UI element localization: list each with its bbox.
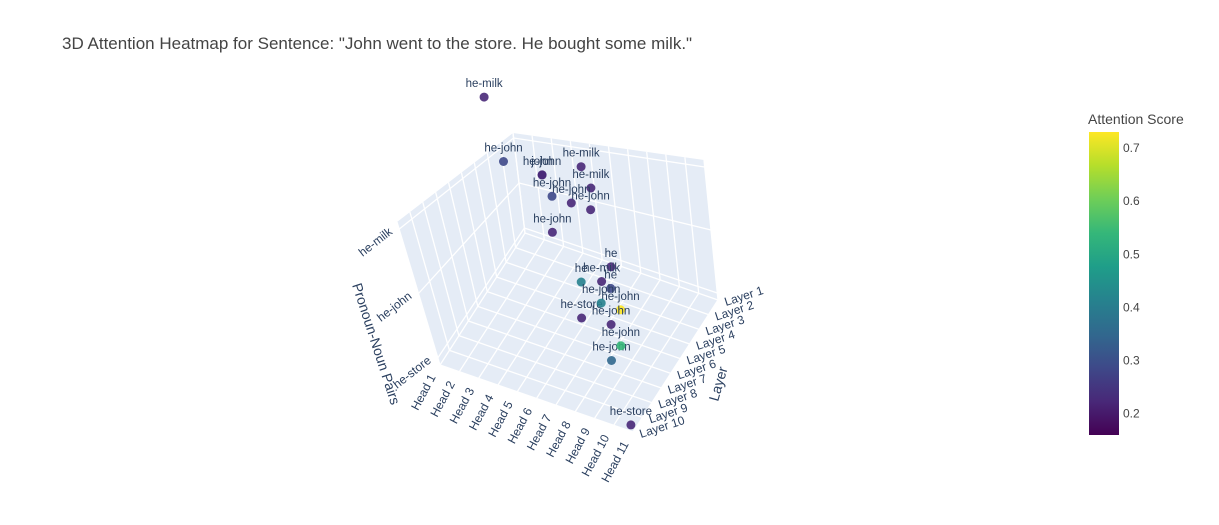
colorbar-gradient <box>1089 132 1119 435</box>
data-point-label: he-john <box>601 291 639 303</box>
data-point-label: he-milk <box>563 148 600 160</box>
data-point-label: he-john <box>602 327 640 339</box>
gridline-head <box>497 252 584 386</box>
gridline-head <box>613 292 700 426</box>
gridline-layer <box>496 276 690 345</box>
data-point <box>606 320 616 329</box>
gridline-pair-back <box>518 182 712 231</box>
data-point <box>576 162 586 172</box>
data-point-label: he-john <box>533 177 571 189</box>
gridline-head <box>555 272 642 406</box>
data-point-label: he-john <box>592 306 630 318</box>
data-point <box>626 420 636 430</box>
gridline-pair <box>437 227 525 359</box>
data-point-label: john <box>530 156 553 168</box>
data-point <box>606 283 616 293</box>
colorbar-tick: 0.6 <box>1123 194 1140 208</box>
data-point-label: he-john <box>523 156 561 168</box>
colorbar-title: Attention Score <box>1088 111 1184 127</box>
data-point-label: he-john <box>571 191 609 203</box>
gridline-layer <box>449 349 643 418</box>
data-point <box>537 170 547 180</box>
data-point-label: he <box>605 248 618 260</box>
data-point <box>597 277 607 286</box>
colorbar-tick: 0.4 <box>1123 300 1140 314</box>
colorbar-tick: 0.5 <box>1123 247 1140 261</box>
data-points: he-milkhe-milkhe-milkhe-johnhe-johnheheh… <box>466 78 652 430</box>
data-point <box>607 356 616 365</box>
data-point <box>586 205 596 215</box>
data-point <box>596 298 606 308</box>
data-point-label: he-milk <box>572 169 609 181</box>
data-point <box>479 92 489 102</box>
colorbar-tick: 0.7 <box>1123 141 1140 155</box>
data-point <box>616 305 625 315</box>
gridline-pair <box>398 137 515 230</box>
colorbar-tick: 0.3 <box>1123 354 1140 368</box>
z-tick-label: he-john <box>374 289 414 325</box>
data-point-label: he-john <box>484 143 522 155</box>
gridline-layer <box>515 247 709 316</box>
data-point-label: he-milk <box>583 263 620 275</box>
gridline-head <box>632 299 719 433</box>
gridline-pair <box>418 182 520 294</box>
gridline-head <box>439 232 526 366</box>
data-point-label: he <box>604 269 617 281</box>
data-point-label: he <box>575 263 588 275</box>
gridline-layer <box>439 364 634 433</box>
gridline-head <box>478 246 565 379</box>
gridline-head <box>593 286 680 419</box>
gridline-layer <box>505 261 700 330</box>
colorbar-tick: 0.2 <box>1123 407 1140 421</box>
gridline-pair-back <box>513 137 705 168</box>
gridline-layer <box>468 320 662 389</box>
data-point <box>577 313 587 323</box>
gridline-layer <box>477 305 671 374</box>
data-point-label: he-john <box>552 184 590 196</box>
data-point-label: he-milk <box>466 78 503 90</box>
data-point <box>606 262 616 272</box>
data-point <box>586 183 596 193</box>
chart-title: 3D Attention Heatmap for Sentence: "John… <box>62 34 693 53</box>
data-point-label: he-john <box>582 284 620 296</box>
data-point <box>547 191 557 201</box>
data-point <box>547 227 557 237</box>
data-point-label: he-store <box>610 406 652 418</box>
colorbar: Attention Score 0.2 0.3 0.4 0.5 0.6 0.7 <box>1088 111 1184 435</box>
left-wall <box>397 133 525 365</box>
gridline-layer <box>524 232 719 301</box>
data-point-label: he-store <box>561 299 603 311</box>
gridline-layer <box>458 335 653 404</box>
gridline-pair-back <box>524 227 718 294</box>
data-point <box>616 341 626 351</box>
data-point <box>499 157 508 166</box>
z-tick-label: he-milk <box>356 224 396 259</box>
data-point <box>566 198 576 208</box>
data-point-label: he-john <box>533 213 571 225</box>
data-point <box>576 277 586 287</box>
gridline-head <box>516 259 603 393</box>
gridline-layer <box>487 291 681 360</box>
gridline-head <box>458 239 545 373</box>
